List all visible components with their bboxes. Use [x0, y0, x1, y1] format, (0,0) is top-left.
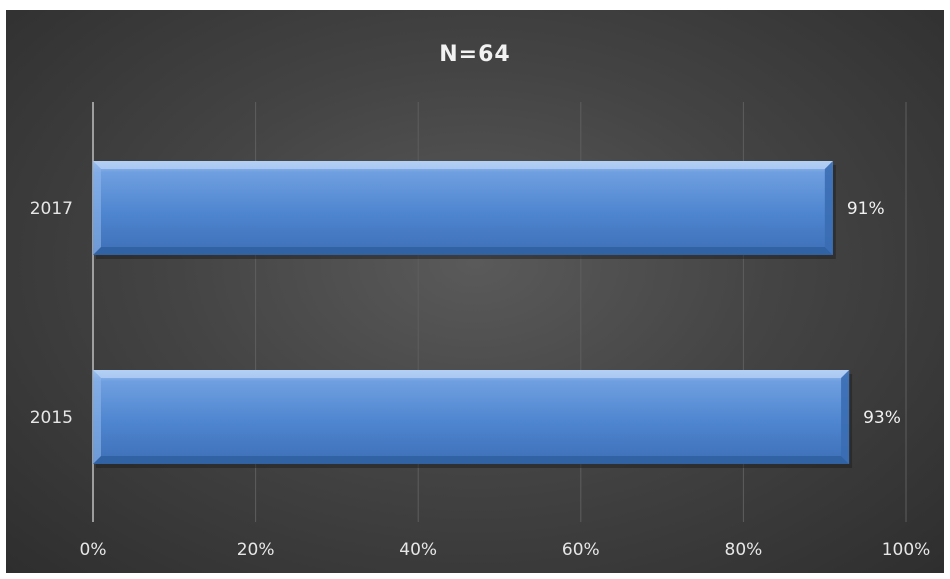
bar-bevel-bottom	[93, 247, 833, 255]
chart-title: N=64	[439, 42, 510, 67]
bar-bevel-top	[93, 370, 850, 378]
x-tick-label: 60%	[562, 540, 600, 560]
bar-bevel-top	[93, 161, 833, 169]
bar-bevel-right	[841, 370, 850, 464]
x-tick-label: 80%	[725, 540, 763, 560]
bars	[93, 161, 853, 468]
category-labels: 2017 2015	[30, 199, 73, 428]
x-tick-labels: 0% 20% 40% 60% 80% 100%	[80, 540, 931, 560]
bar-2017	[93, 161, 836, 259]
bar-bevel-left	[93, 161, 101, 255]
bar-2015	[93, 370, 853, 468]
bar-body	[93, 370, 850, 464]
chart-area: 91% 93% 2017 2015 0% 20% 40% 60% 80% 100% N=64	[6, 10, 944, 573]
data-labels: 91% 93%	[847, 199, 901, 428]
data-label-2015: 93%	[863, 408, 901, 428]
bar-bevel-bottom	[93, 456, 850, 464]
category-label-2017: 2017	[30, 199, 73, 219]
data-label-2017: 91%	[847, 199, 885, 219]
x-tick-label: 0%	[80, 540, 107, 560]
x-tick-label: 100%	[882, 540, 931, 560]
x-tick-label: 40%	[399, 540, 437, 560]
bar-body	[93, 161, 833, 255]
bar-chart: 91% 93% 2017 2015 0% 20% 40% 60% 80% 100% N=64	[30, 42, 931, 560]
category-label-2015: 2015	[30, 408, 73, 428]
bar-bevel-right	[824, 161, 833, 255]
bar-bevel-left	[93, 370, 101, 464]
x-tick-label: 20%	[237, 540, 275, 560]
